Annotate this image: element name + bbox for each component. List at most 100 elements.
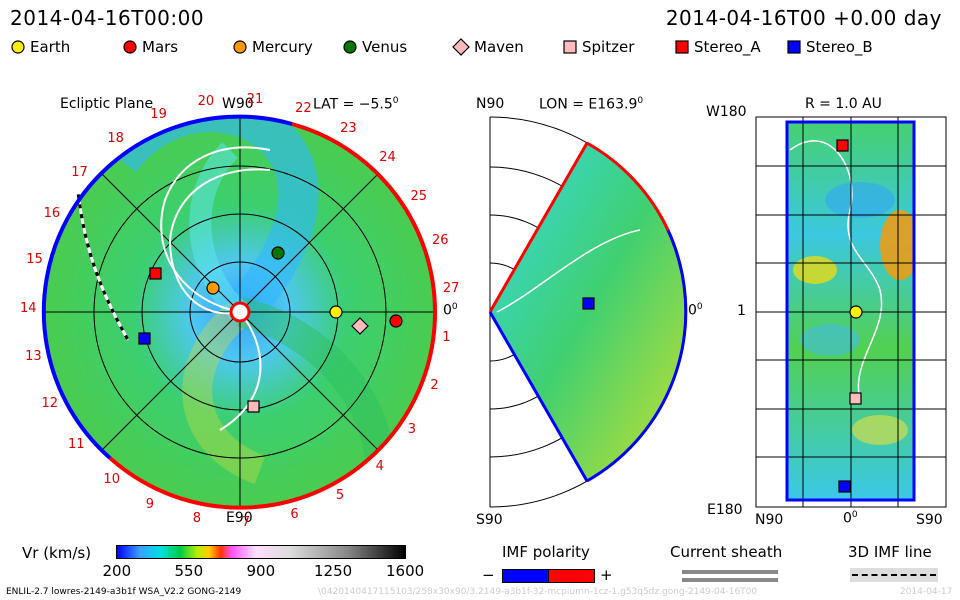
venus-marker-icon: [343, 40, 357, 54]
carrington-label-27: 27: [442, 280, 460, 296]
earth-marker-icon: [11, 40, 25, 54]
ecliptic-bottom-label: E90: [226, 510, 253, 526]
maven-marker-icon: [452, 38, 470, 56]
ecliptic-title: Ecliptic Plane: [60, 96, 154, 112]
legend-earth: Earth: [10, 38, 70, 56]
colorbar-tick-1600: 1600: [386, 562, 425, 580]
stereo-b-marker: [138, 332, 151, 345]
meridional-right-degree: 0: [696, 302, 703, 312]
sphere-x-mid-text: 0: [843, 510, 852, 527]
footer-date-stub: 2014-04-17: [900, 587, 953, 597]
legend-label: Earth: [30, 38, 71, 56]
sphere-border: [785, 120, 916, 502]
carrington-label-17: 17: [71, 164, 88, 180]
legend-label: Spitzer: [582, 38, 635, 56]
carrington-label-24: 24: [379, 150, 396, 166]
ecliptic-top-label: W90: [222, 96, 254, 112]
imf-line-label: 3D IMF line: [848, 543, 932, 561]
carrington-label-1: 1: [442, 330, 451, 346]
spitzer-marker: [247, 400, 260, 413]
carrington-label-7: 7: [241, 514, 251, 530]
carrington-label-3: 3: [407, 421, 417, 437]
meridional-panel: [488, 116, 688, 508]
lon-degree-mark: 0: [637, 96, 644, 106]
sphere-r-label: R = 1.0 AU: [805, 96, 882, 112]
carrington-label-22: 22: [295, 100, 312, 116]
legend-label: Mercury: [252, 38, 313, 56]
imf-polarity-minus: −: [482, 566, 495, 584]
ecliptic-right-label: 00: [443, 302, 458, 319]
carrington-label-4: 4: [375, 458, 384, 474]
body-legend: Earth Mars Mercury Venus Maven Spitzer S…: [10, 38, 910, 60]
carrington-label-2: 2: [430, 377, 439, 393]
stereo-a-marker-icon: [675, 40, 689, 54]
legend-label: Stereo_B: [806, 38, 873, 56]
spitzer-marker-sphere: [849, 392, 862, 405]
carrington-label-23: 23: [340, 120, 357, 136]
carrington-label-25: 25: [410, 188, 427, 204]
carrington-label-6: 6: [290, 506, 299, 522]
meridional-current-sheet: [496, 229, 641, 313]
legend-stereo-b: Stereo_B: [786, 38, 873, 56]
carrington-label-13: 13: [25, 349, 42, 365]
spitzer-marker-icon: [563, 40, 577, 54]
sphere-x-left: N90: [755, 512, 784, 528]
ecliptic-rim-negative: [41, 114, 293, 460]
legend-label: Mars: [142, 38, 179, 56]
legend-venus: Venus: [342, 38, 407, 56]
current-sheath-swatch-2: [682, 578, 778, 582]
carrington-label-15: 15: [26, 251, 43, 267]
colorbar: [116, 545, 406, 559]
ecliptic-lat-label: LAT = −5.50: [313, 96, 399, 113]
meridional-top-label: N90: [476, 96, 505, 112]
lat-degree-mark: 0: [392, 96, 399, 106]
carrington-label-5: 5: [335, 487, 345, 503]
stereo-b-marker-meridional: [582, 297, 595, 310]
carrington-label-11: 11: [68, 437, 85, 453]
legend-stereo-a: Stereo_A: [674, 38, 761, 56]
meridional-rim-top: [488, 142, 589, 313]
mars-marker: [389, 314, 403, 328]
legend-spitzer: Spitzer: [562, 38, 634, 56]
carrington-label-18: 18: [107, 131, 124, 147]
venus-marker: [271, 246, 285, 260]
earth-marker-sphere: [849, 305, 863, 319]
imf-line-dash: [852, 574, 936, 576]
lon-text: LON = E163.9: [539, 96, 638, 113]
footer-run-id: \0420140417115103/258x30x90/3.2149-a3b1f…: [318, 587, 758, 597]
legend-maven: Maven: [452, 38, 524, 56]
stereo-b-marker-icon: [787, 40, 801, 54]
colorbar-label: Vr (km/s): [22, 544, 92, 562]
sphere-x-mid-degree: 0: [851, 510, 858, 520]
sphere-top-label: W180: [706, 104, 747, 120]
meridional-lon-label: LON = E163.90: [539, 96, 643, 113]
carrington-label-10: 10: [103, 471, 120, 487]
carrington-label-8: 8: [192, 511, 202, 527]
legend-label: Venus: [362, 38, 408, 56]
meridional-bottom-label: S90: [476, 512, 503, 528]
left-timestamp: 2014-04-16T00:00: [10, 6, 205, 30]
colorbar-tick-1250: 1250: [314, 562, 353, 580]
carrington-label-14: 14: [20, 300, 37, 316]
imf-polarity-label: IMF polarity: [502, 543, 590, 561]
colorbar-tick-550: 550: [174, 562, 204, 580]
ecliptic-imf-line-white: [76, 191, 130, 341]
stereo-b-marker-sphere: [838, 480, 851, 493]
carrington-label-19: 19: [150, 107, 167, 123]
imf-polarity-plus: +: [600, 566, 613, 584]
current-sheath-swatch-1: [682, 570, 778, 574]
mercury-marker-icon: [233, 40, 247, 54]
ecliptic-right-degree: 0: [451, 302, 458, 312]
colorbar-tick-900: 900: [246, 562, 276, 580]
carrington-label-9: 9: [145, 496, 155, 512]
meridional-right-label: 00: [688, 302, 703, 319]
maven-marker: [351, 317, 369, 335]
lat-text: LAT = −5.5: [313, 96, 393, 113]
mars-marker-icon: [123, 40, 137, 54]
carrington-label-20: 20: [197, 93, 215, 109]
sphere-x-mid: 00: [843, 510, 858, 527]
mercury-marker: [206, 281, 220, 295]
carrington-label-16: 16: [43, 205, 61, 221]
carrington-label-21: 21: [246, 91, 264, 107]
sphere-x-right: S90: [916, 512, 943, 528]
